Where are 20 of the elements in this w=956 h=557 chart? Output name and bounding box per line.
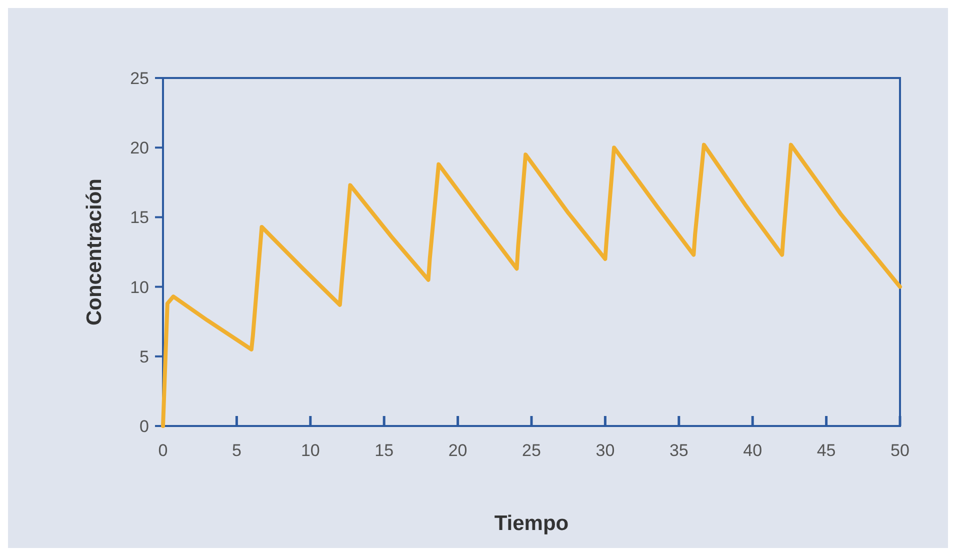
x-tick-label: 40 (743, 441, 762, 460)
x-tick-label: 10 (300, 441, 320, 460)
y-tick-label: 25 (130, 68, 149, 88)
x-tick-label: 45 (816, 441, 836, 460)
x-tick-label: 25 (522, 441, 541, 460)
x-tick-label: 30 (596, 441, 615, 460)
y-tick-label: 0 (140, 416, 149, 436)
x-tick-label: 0 (158, 441, 168, 460)
x-axis-title: Tiempo (494, 512, 569, 535)
x-tick-label: 50 (890, 441, 910, 460)
x-tick-label: 20 (448, 441, 468, 460)
y-tick-label: 15 (130, 208, 149, 228)
y-tick-label: 10 (130, 278, 149, 297)
x-tick-label: 15 (374, 441, 394, 460)
x-tick-label: 5 (232, 441, 242, 460)
y-tick-label: 5 (140, 347, 149, 366)
x-tick-label: 35 (669, 441, 688, 460)
y-tick-label: 20 (130, 138, 149, 158)
line-series (161, 142, 902, 428)
y-axis-title: Concentración (83, 178, 106, 326)
